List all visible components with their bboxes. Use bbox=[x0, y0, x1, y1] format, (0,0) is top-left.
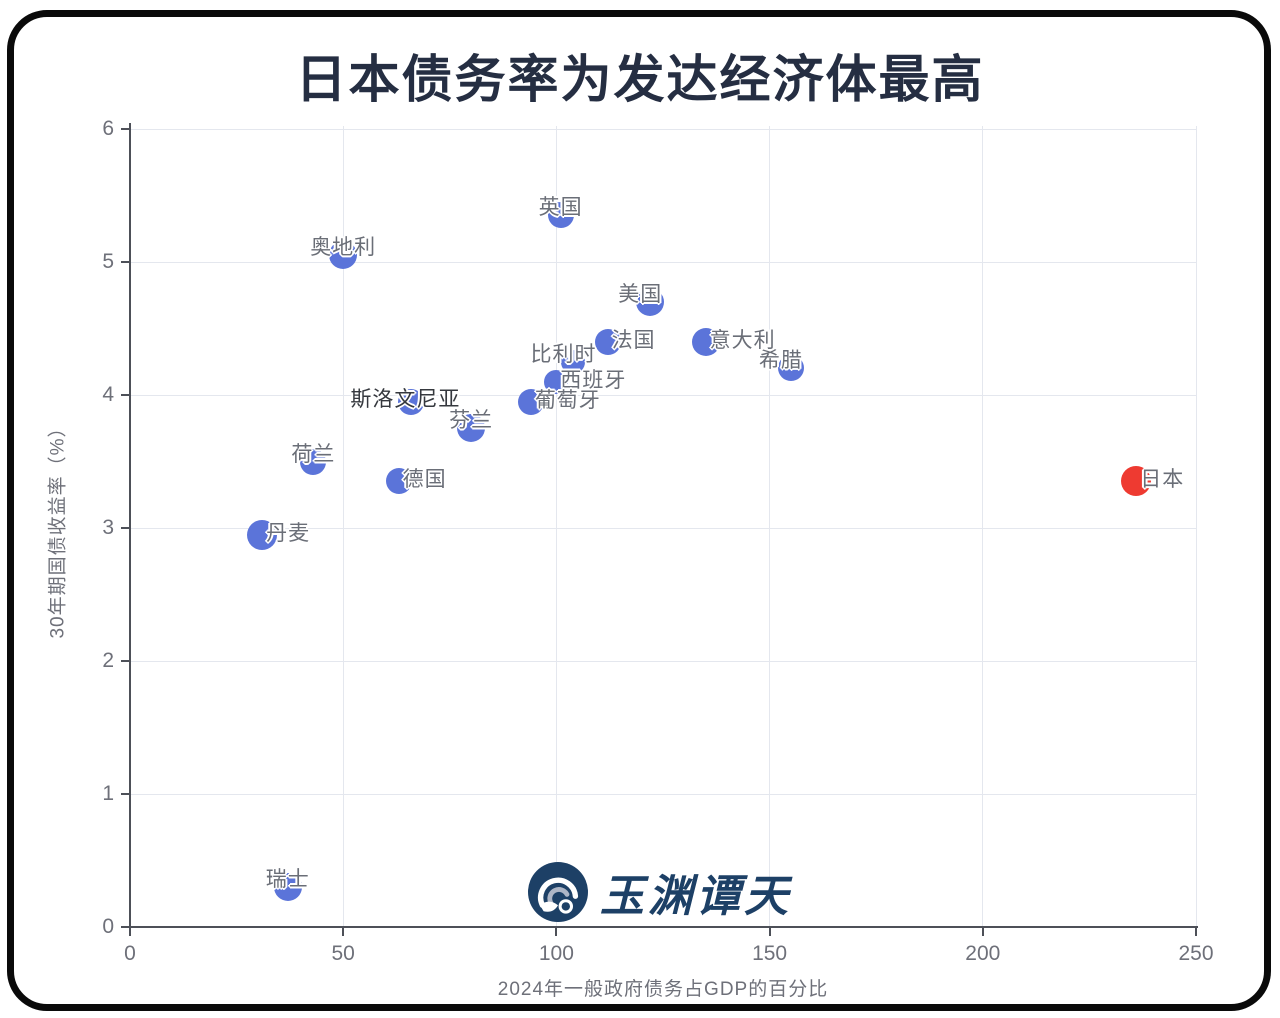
scatter-point-spain[interactable] bbox=[544, 369, 569, 394]
x-axis-tick bbox=[1195, 928, 1197, 936]
y-tick-label: 4 bbox=[102, 383, 114, 406]
y-axis-tick bbox=[121, 660, 129, 662]
y-tick-label: 2 bbox=[102, 649, 114, 672]
watermark-logo: 玉渊谭天 bbox=[528, 860, 792, 924]
x-axis-tick bbox=[981, 928, 984, 936]
vertical-gridline bbox=[1195, 126, 1197, 927]
x-tick-label: 50 bbox=[331, 942, 355, 965]
scatter-point-france[interactable] bbox=[594, 328, 621, 355]
scatter-point-portugal[interactable] bbox=[517, 388, 544, 415]
wave-logo-icon bbox=[528, 862, 588, 922]
point-label-switzerland: 瑞士 bbox=[265, 868, 310, 892]
x-tick-label: 0 bbox=[124, 942, 136, 965]
horizontal-gridline bbox=[130, 394, 1196, 396]
horizontal-gridline bbox=[130, 527, 1196, 529]
x-axis-tick bbox=[768, 928, 771, 936]
chart-title: 日本债务率为发达经济体最高 bbox=[295, 51, 985, 108]
point-label-greece: 希腊 bbox=[758, 349, 803, 373]
horizontal-gridline bbox=[130, 660, 1196, 662]
point-label-belgium: 比利时 bbox=[530, 342, 597, 366]
point-label-italy: 意大利 bbox=[709, 328, 776, 352]
scatter-point-italy[interactable] bbox=[691, 327, 720, 356]
point-label-france: 法国 bbox=[611, 328, 656, 352]
y-axis-tick bbox=[121, 128, 129, 130]
scatter-point-belgium[interactable] bbox=[561, 349, 586, 374]
y-tick-label: 0 bbox=[102, 915, 114, 938]
vertical-gridline bbox=[342, 126, 344, 927]
x-axis-tick bbox=[342, 928, 345, 936]
vertical-gridline bbox=[982, 126, 984, 927]
y-axis-tick bbox=[121, 527, 129, 529]
point-label-finland: 芬兰 bbox=[449, 409, 494, 433]
point-label-uk: 英国 bbox=[538, 196, 583, 220]
scatter-point-greece[interactable] bbox=[777, 355, 804, 382]
point-label-netherlands: 荷兰 bbox=[291, 442, 336, 466]
y-tick-label: 3 bbox=[102, 516, 114, 539]
scatter-point-finland[interactable] bbox=[457, 414, 486, 443]
horizontal-gridline bbox=[130, 128, 1196, 130]
scatter-point-netherlands[interactable] bbox=[300, 448, 327, 475]
point-label-slovenia: 斯洛文尼亚 bbox=[350, 387, 461, 411]
y-axis-line bbox=[129, 123, 131, 935]
scatter-point-austria[interactable] bbox=[329, 241, 358, 270]
scatter-point-slovenia[interactable] bbox=[398, 388, 425, 415]
x-axis-line bbox=[121, 926, 1198, 928]
y-axis-tick bbox=[121, 793, 129, 795]
y-tick-label: 6 bbox=[102, 117, 114, 140]
y-tick-label: 1 bbox=[102, 782, 114, 805]
x-axis-tick bbox=[555, 928, 558, 936]
x-tick-label: 200 bbox=[965, 942, 1001, 965]
point-label-denmark: 丹麦 bbox=[266, 521, 311, 545]
point-label-spain: 西班牙 bbox=[560, 368, 627, 392]
y-axis-tick bbox=[121, 394, 129, 396]
scatter-point-uk[interactable] bbox=[547, 202, 574, 229]
point-label-japan: 日本 bbox=[1140, 468, 1185, 492]
x-tick-label: 250 bbox=[1178, 942, 1214, 965]
y-tick-label: 5 bbox=[102, 250, 114, 273]
y-axis-title: 30年期国债收益率（%） bbox=[47, 417, 69, 639]
y-axis-tick bbox=[121, 261, 129, 263]
point-label-usa: 美国 bbox=[618, 282, 663, 306]
vertical-gridline bbox=[555, 126, 557, 927]
x-tick-label: 150 bbox=[752, 942, 788, 965]
point-label-germany: 德国 bbox=[402, 468, 447, 492]
scatter-point-denmark[interactable] bbox=[247, 519, 278, 550]
point-label-portugal: 葡萄牙 bbox=[534, 388, 601, 412]
watermark-logo-text: 玉渊谭天 bbox=[600, 871, 792, 922]
vertical-gridline bbox=[769, 126, 771, 927]
point-label-austria: 奥地利 bbox=[310, 236, 377, 260]
scatter-point-switzerland[interactable] bbox=[273, 873, 302, 902]
horizontal-gridline bbox=[130, 261, 1196, 263]
x-tick-label: 100 bbox=[538, 942, 574, 965]
scatter-point-germany[interactable] bbox=[385, 468, 412, 495]
scatter-point-japan[interactable] bbox=[1121, 466, 1152, 497]
scatter-point-usa[interactable] bbox=[636, 287, 665, 316]
horizontal-gridline bbox=[130, 793, 1196, 795]
x-axis-title: 2024年一般政府债务占GDP的百分比 bbox=[497, 979, 829, 1000]
